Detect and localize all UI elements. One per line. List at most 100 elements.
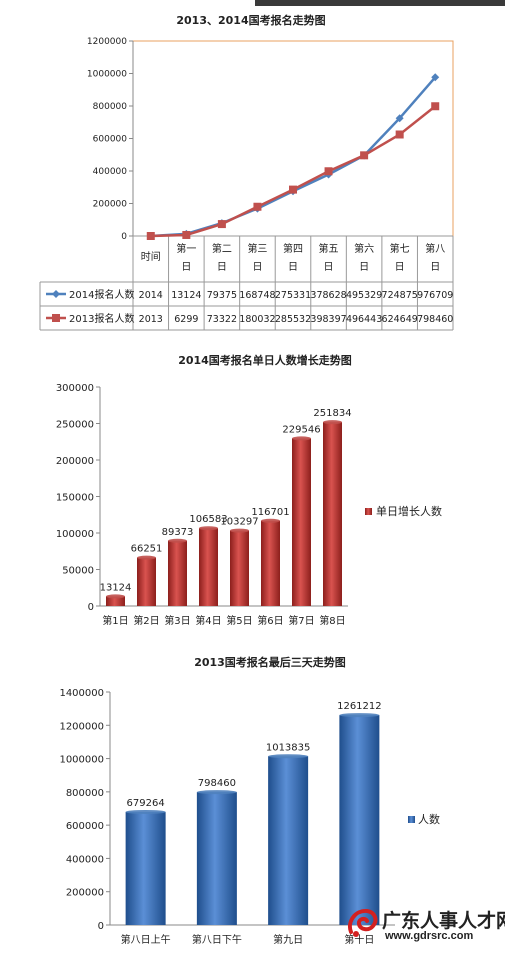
chart3-bar-top bbox=[196, 790, 237, 795]
chart3-y-tick-label: 1400000 bbox=[59, 688, 104, 699]
chart1-title: 2013、2014国考报名走势图 bbox=[176, 13, 325, 27]
chart2-category-label: 第7日 bbox=[288, 614, 314, 627]
chart3-y-tick-label: 400000 bbox=[66, 854, 104, 865]
chart1-table-cell: 398397 bbox=[310, 314, 346, 325]
chart2-y-tick-label: 300000 bbox=[56, 383, 94, 394]
chart2-bar-top bbox=[137, 555, 156, 560]
chart2-bar-top bbox=[292, 436, 311, 441]
chart3-bar bbox=[268, 756, 309, 925]
chart2-bar-top bbox=[199, 526, 218, 531]
chart2-y-tick-label: 0 bbox=[88, 602, 94, 613]
chart3-y-tick-label: 0 bbox=[98, 921, 104, 932]
chart1-category-label: 日 bbox=[359, 262, 369, 273]
chart2-bar bbox=[106, 596, 125, 606]
chart1-category-label: 日 bbox=[181, 262, 191, 273]
chart1-legend-label: 2014报名人数 bbox=[69, 288, 134, 301]
chart1-point bbox=[146, 232, 155, 240]
chart1-legend-label: 2013报名人数 bbox=[69, 312, 134, 325]
chart1-point bbox=[324, 167, 333, 176]
chart2-title: 2014国考报名单日人数增长走势图 bbox=[178, 353, 352, 367]
chart1-category-label: 第二 bbox=[212, 242, 232, 255]
chart2-bar-top bbox=[230, 528, 249, 533]
chart3-y-tick-label: 1200000 bbox=[59, 721, 104, 732]
chart2-data-label: 66251 bbox=[131, 544, 163, 555]
chart2-bar bbox=[230, 530, 249, 606]
chart1-table-cell: 73322 bbox=[207, 314, 237, 325]
chart2-bar bbox=[137, 557, 156, 606]
chart1-category-label: 第七 bbox=[390, 242, 410, 255]
top-dark-bar bbox=[255, 0, 505, 6]
chart3-title: 2013国考报名最后三天走势图 bbox=[194, 655, 346, 669]
chart3-data-label: 798460 bbox=[198, 778, 236, 789]
chart1-category-label: 第八 bbox=[425, 242, 445, 255]
chart3-bar-top bbox=[125, 809, 166, 814]
chart2-bar-top bbox=[106, 594, 125, 599]
chart1-table-cell: 79375 bbox=[207, 290, 237, 301]
chart1-table-cell: 624649 bbox=[382, 314, 418, 325]
chart2-category-label: 第5日 bbox=[226, 614, 252, 627]
chart2-category-label: 第8日 bbox=[319, 614, 345, 627]
chart2-y-tick-label: 250000 bbox=[56, 420, 94, 431]
chart1-point bbox=[431, 102, 440, 111]
chart2-data-label: 251834 bbox=[313, 408, 351, 419]
chart2-category-label: 第4日 bbox=[195, 614, 221, 627]
chart2-data-label: 13124 bbox=[100, 582, 132, 593]
chart1-y-tick-label: 200000 bbox=[93, 200, 128, 210]
watermark-site-name: 广东人事人才网 bbox=[382, 910, 505, 932]
chart1-category-label: 日 bbox=[395, 262, 405, 273]
chart1-point bbox=[395, 114, 404, 123]
chart2-bar bbox=[292, 438, 311, 606]
chart2-category-label: 第3日 bbox=[164, 614, 190, 627]
chart1-point bbox=[182, 230, 191, 239]
chart2-bar bbox=[199, 528, 218, 606]
chart1-legend-marker bbox=[52, 290, 60, 298]
chart1-y-tick-label: 1200000 bbox=[87, 37, 127, 47]
chart2-data-label: 103297 bbox=[220, 517, 258, 528]
chart1-category-label: 第一 bbox=[176, 242, 196, 255]
chart1-category-label: 日 bbox=[217, 262, 227, 273]
chart1-y-tick-label: 1000000 bbox=[87, 70, 127, 80]
chart2-bar-top bbox=[261, 518, 280, 523]
watermark-url: www.gdrsrc.com bbox=[385, 930, 474, 942]
chart1-table-cell: 496443 bbox=[346, 314, 382, 325]
chart1-table-cell: 798460 bbox=[417, 314, 453, 325]
chart1-category-label: 第五 bbox=[319, 242, 339, 255]
chart1-point bbox=[395, 130, 404, 139]
chart1-table-cell: 285532 bbox=[275, 314, 311, 325]
chart1-legend-marker bbox=[52, 314, 60, 322]
chart1-plot-border bbox=[132, 40, 454, 237]
chart2-bar-top bbox=[168, 538, 187, 543]
chart2-category-label: 第6日 bbox=[257, 614, 283, 627]
chart1-table-cell: 275331 bbox=[275, 290, 311, 301]
chart3-data-label: 1013835 bbox=[266, 742, 311, 753]
chart2-data-label: 116701 bbox=[251, 507, 289, 518]
chart2-legend-label: 单日增长人数 bbox=[376, 504, 442, 518]
chart1-y-tick-label: 800000 bbox=[93, 102, 128, 112]
chart1-category-label: 第四 bbox=[283, 242, 303, 255]
chart2-y-tick-label: 150000 bbox=[56, 493, 94, 504]
chart1-point bbox=[217, 220, 226, 229]
chart1-table-cell: 976709 bbox=[417, 290, 453, 301]
chart1-category-label: 第三 bbox=[247, 242, 267, 255]
chart2-data-label: 89373 bbox=[162, 527, 194, 538]
chart1-table-cell: 724875 bbox=[382, 290, 418, 301]
chart1-y-tick-label: 0 bbox=[121, 232, 127, 242]
chart3-legend-swatch bbox=[408, 816, 415, 823]
chart2-category-label: 第1日 bbox=[102, 614, 128, 627]
chart3-y-tick-label: 600000 bbox=[66, 821, 104, 832]
chart1-table-cell: 2014 bbox=[139, 290, 163, 301]
chart3-category-label: 第九日 bbox=[273, 933, 303, 946]
chart2-y-tick-label: 100000 bbox=[56, 529, 94, 540]
chart1-series-line bbox=[150, 76, 437, 238]
chart3-category-label: 第八日上午 bbox=[121, 933, 171, 946]
chart2-data-label: 106583 bbox=[189, 514, 227, 525]
chart3-bar bbox=[125, 811, 166, 925]
chart3-y-tick-label: 200000 bbox=[66, 888, 104, 899]
chart3-legend-label: 人数 bbox=[418, 813, 440, 826]
chart3-data-label: 1261212 bbox=[337, 701, 382, 712]
chart2-bar bbox=[261, 520, 280, 606]
chart1-category-label: 日 bbox=[252, 262, 262, 273]
chart1-table-cell: 495329 bbox=[346, 290, 382, 301]
chart2-bar bbox=[323, 422, 342, 606]
